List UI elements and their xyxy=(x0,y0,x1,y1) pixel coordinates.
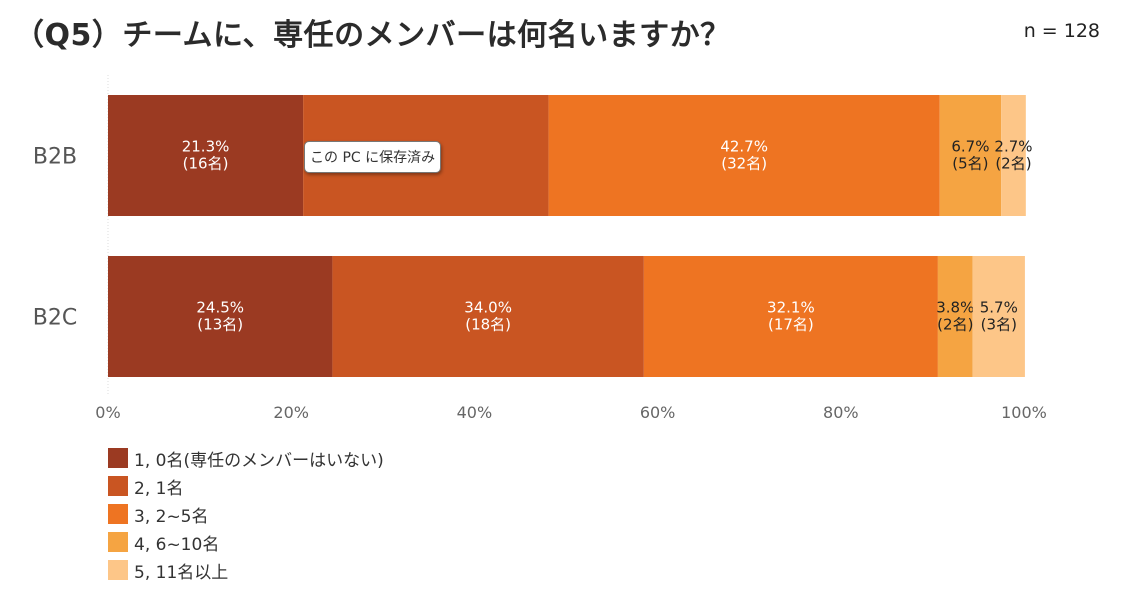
count-label: (3名) xyxy=(981,316,1017,334)
data-label: 2.7% xyxy=(994,138,1032,156)
bar-segment xyxy=(332,256,644,377)
legend-swatch xyxy=(108,476,128,496)
legend-swatch xyxy=(108,532,128,552)
chart-title: （Q5）チームに、専任のメンバーは何名いますか？ xyxy=(14,18,731,53)
data-label: 6.7% xyxy=(951,138,989,156)
x-tick-label: 80% xyxy=(823,403,859,422)
x-tick-label: 100% xyxy=(1001,403,1047,422)
saved-tooltip: この PC に保存済み xyxy=(304,141,442,173)
legend-swatch xyxy=(108,504,128,524)
data-label: 21.3% xyxy=(182,138,230,156)
data-label: 3.8% xyxy=(936,299,974,317)
data-label: 5.7% xyxy=(980,299,1018,317)
bar-segment xyxy=(108,95,304,216)
data-label: 24.5% xyxy=(196,299,244,317)
bar-segment xyxy=(1001,95,1026,216)
legend-item: 3, 2~5名 xyxy=(108,500,384,528)
legend-label: 2, 1名 xyxy=(134,478,184,499)
legend-item: 2, 1名 xyxy=(108,472,384,500)
bar-segment xyxy=(643,256,938,377)
bar-segment xyxy=(108,256,333,377)
x-tick-label: 40% xyxy=(457,403,493,422)
bar-segment xyxy=(972,256,1025,377)
count-label: (2名) xyxy=(995,155,1031,173)
data-label: 32.1% xyxy=(767,299,815,317)
bar-segment xyxy=(548,95,940,216)
x-tick-label: 0% xyxy=(95,403,120,422)
count-label: (17名) xyxy=(768,316,814,334)
x-tick-label: 60% xyxy=(640,403,676,422)
count-label: (2名) xyxy=(937,316,973,334)
legend: 1, 0名(専任のメンバーはいない) 2, 1名 3, 2~5名 4, 6~10名 5,… xyxy=(108,444,384,584)
legend-swatch xyxy=(108,560,128,580)
legend-item: 4, 6~10名 xyxy=(108,528,384,556)
legend-label: 1, 0名(専任のメンバーはいない) xyxy=(134,450,384,471)
count-label: (32名) xyxy=(721,155,767,173)
bar-segment xyxy=(937,256,973,377)
count-label: (16名) xyxy=(183,155,229,173)
category-label: B2C xyxy=(33,306,77,331)
x-tick-label: 20% xyxy=(273,403,309,422)
bar-segment xyxy=(939,95,1002,216)
data-label: 34.0% xyxy=(464,299,512,317)
sample-size-label: n = 128 xyxy=(1023,20,1100,42)
count-label: (13名) xyxy=(197,316,243,334)
legend-item: 1, 0名(専任のメンバーはいない) xyxy=(108,444,384,472)
legend-label: 5, 11名以上 xyxy=(134,562,229,583)
stacked-bar-chart: B2B 21.3%(16名)42.7%(32名)6.7%(5名)2.7%(2名)B… xyxy=(33,75,1047,422)
count-label: (18名) xyxy=(465,316,511,334)
legend-label: 4, 6~10名 xyxy=(134,534,220,555)
legend-swatch xyxy=(108,448,128,468)
count-label: (5名) xyxy=(952,155,988,173)
legend-item: 5, 11名以上 xyxy=(108,556,384,584)
data-label: 42.7% xyxy=(720,138,768,156)
legend-label: 3, 2~5名 xyxy=(134,506,209,527)
category-label: B2B xyxy=(33,145,77,170)
